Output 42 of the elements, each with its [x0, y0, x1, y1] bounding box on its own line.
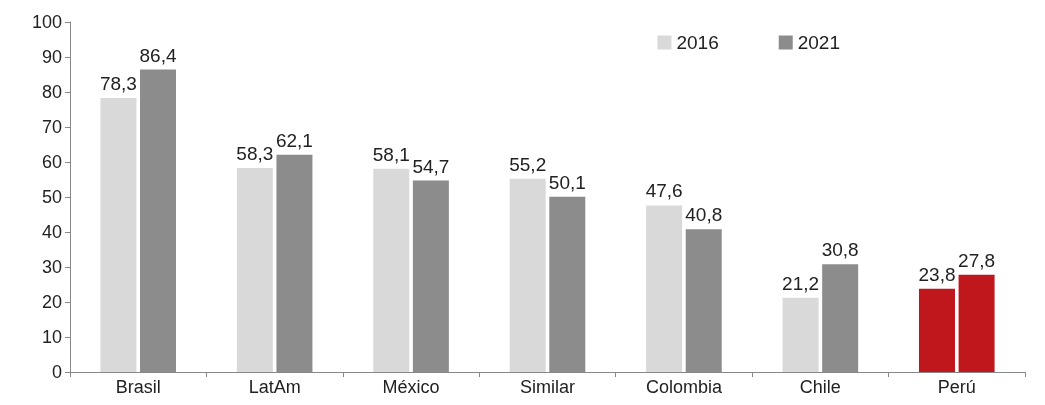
y-tick-label: 10	[41, 327, 62, 347]
data-label: 62,1	[275, 129, 313, 151]
y-tick-label: 90	[41, 47, 62, 67]
y-tick-label: 60	[41, 152, 62, 172]
y-tick-label: 20	[41, 292, 62, 312]
data-label: 86,4	[139, 44, 177, 66]
y-tick-label: 50	[41, 187, 62, 207]
data-label: 50,1	[548, 171, 586, 193]
data-label: 58,1	[372, 143, 410, 165]
y-tick-label: 100	[31, 12, 62, 32]
bar	[236, 167, 273, 372]
x-tick-label: Chile	[799, 377, 841, 397]
data-label: 21,2	[782, 272, 820, 294]
x-tick-label: Perú	[937, 377, 976, 397]
data-label: 47,6	[645, 180, 683, 202]
legend-label: 2016	[676, 32, 719, 53]
bar	[100, 97, 137, 372]
data-label: 40,8	[685, 204, 723, 226]
bar	[782, 297, 819, 372]
x-tick-label: LatAm	[248, 377, 301, 397]
data-label: 54,7	[412, 155, 450, 177]
x-tick-label: México	[382, 377, 440, 397]
data-label: 23,8	[918, 263, 956, 285]
y-tick-label: 70	[41, 117, 62, 137]
bar	[373, 168, 410, 372]
bar	[509, 178, 546, 372]
legend-label: 2021	[797, 32, 841, 53]
data-label: 55,2	[509, 153, 547, 175]
bar	[646, 205, 683, 372]
y-tick-label: 80	[41, 82, 62, 102]
bar	[958, 274, 995, 372]
data-label: 78,3	[99, 72, 137, 94]
data-label: 58,3	[236, 142, 274, 164]
y-tick-label: 40	[41, 222, 62, 242]
x-tick-label: Similar	[519, 377, 576, 397]
bar	[918, 288, 955, 372]
data-label: 27,8	[958, 249, 996, 271]
y-tick-label: 0	[51, 362, 62, 382]
x-tick-label: Colombia	[645, 377, 723, 397]
data-label: 30,8	[821, 239, 859, 261]
x-tick-label: Brasil	[115, 377, 161, 397]
y-tick-label: 30	[41, 257, 62, 277]
